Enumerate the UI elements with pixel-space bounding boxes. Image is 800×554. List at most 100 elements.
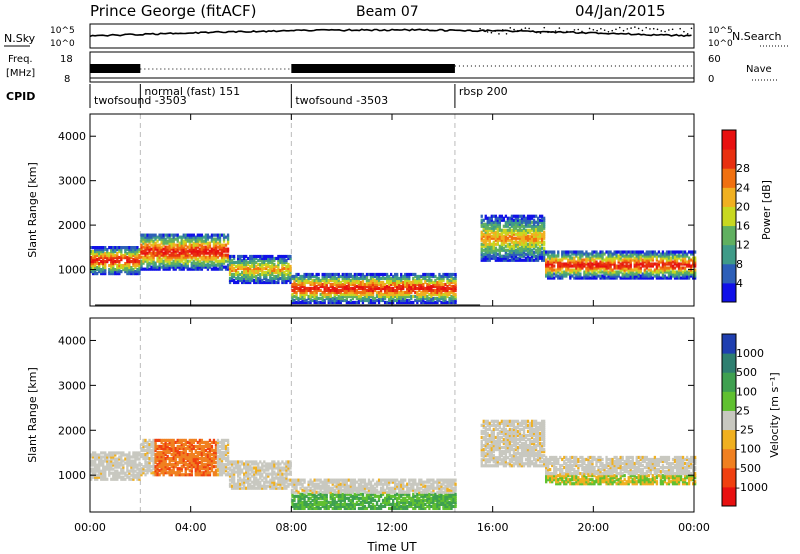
power-cell — [343, 286, 346, 291]
velocity-cell — [154, 446, 157, 451]
power-cell — [516, 224, 520, 228]
freq-unit-label: [MHz] — [6, 68, 35, 79]
power-cell — [104, 268, 107, 272]
power-cell — [450, 300, 453, 305]
power-cell — [361, 286, 365, 291]
power-cell — [661, 264, 665, 268]
power-cell — [524, 256, 528, 260]
power-cell — [480, 232, 483, 236]
power-cell — [333, 290, 336, 295]
power-cell — [98, 262, 101, 266]
power-cell — [116, 266, 119, 270]
power-cell — [420, 300, 423, 305]
velocity-cell — [120, 453, 123, 457]
power-cell — [355, 276, 359, 281]
power-cell — [605, 266, 608, 270]
velocity-cell — [112, 457, 115, 461]
power-cell — [434, 284, 437, 289]
power-cell — [400, 276, 403, 281]
power-cell — [200, 263, 204, 267]
power-cell — [128, 252, 131, 256]
velocity-cell — [265, 472, 268, 476]
power-cell — [536, 256, 540, 260]
velocity-cell — [118, 455, 121, 459]
power-cell — [224, 249, 228, 253]
power-cell — [96, 248, 99, 252]
power-cell — [689, 258, 693, 262]
power-cell — [510, 254, 514, 258]
power-cell — [92, 266, 95, 270]
power-cell — [655, 276, 659, 280]
power-cell — [516, 250, 520, 254]
power-cell — [665, 276, 669, 280]
power-cell — [241, 280, 244, 285]
power-cell — [639, 276, 642, 280]
power-cell — [357, 300, 361, 305]
velocity-cell — [206, 454, 210, 459]
power-cell — [454, 298, 457, 303]
velocity-cell — [259, 480, 262, 484]
power-cell — [263, 274, 266, 279]
power-cell — [440, 286, 443, 291]
power-cell — [536, 228, 540, 232]
power-cell — [142, 251, 145, 255]
velocity-cell — [180, 461, 183, 465]
velocity-cell — [180, 438, 183, 443]
velocity-cell — [160, 469, 163, 473]
power-cell — [369, 292, 373, 297]
power-cell — [555, 270, 558, 274]
power-cell — [512, 252, 516, 256]
velocity-cell — [174, 461, 177, 465]
velocity-cell — [142, 438, 145, 443]
power-cell — [102, 270, 105, 274]
power-cell — [238, 276, 242, 281]
power-cell — [275, 268, 278, 273]
power-cell — [593, 276, 596, 280]
velocity-cell — [216, 467, 220, 471]
power-cell — [494, 220, 497, 224]
power-cell — [341, 284, 344, 289]
power-cell — [164, 267, 167, 271]
power-cell — [440, 300, 443, 305]
power-cell — [359, 286, 363, 291]
power-cell — [601, 276, 604, 280]
power-cell — [392, 274, 395, 279]
power-cell — [323, 294, 326, 299]
power-cell — [337, 290, 340, 295]
power-cell — [691, 260, 695, 264]
power-cell — [188, 247, 191, 251]
power-cell — [653, 268, 657, 272]
power-cell — [241, 276, 244, 281]
power-cell — [504, 234, 508, 238]
power-cell — [347, 286, 351, 291]
power-cell — [373, 298, 377, 303]
power-cell — [349, 300, 353, 305]
power-cell — [661, 266, 665, 270]
power-cell — [659, 256, 663, 260]
power-cell — [450, 276, 453, 281]
power-cell — [683, 262, 687, 266]
power-cell — [305, 272, 308, 277]
power-cell — [321, 272, 324, 277]
power-cell — [156, 265, 159, 269]
power-cell — [128, 272, 131, 276]
power-cell — [333, 294, 336, 299]
velocity-cell — [238, 482, 242, 486]
power-cell — [549, 260, 552, 264]
power-cell — [412, 272, 415, 277]
power-cell — [224, 235, 228, 239]
velocity-cell — [255, 460, 258, 464]
power-cell — [124, 268, 127, 272]
power-cell — [512, 250, 516, 254]
power-cell — [530, 250, 534, 254]
power-cell — [301, 276, 304, 281]
power-cell — [446, 272, 449, 277]
velocity-cell — [126, 459, 129, 463]
power-cell — [247, 256, 250, 261]
power-cell — [337, 276, 340, 281]
power-cell — [621, 262, 624, 266]
power-cell — [146, 261, 149, 265]
power-cell — [146, 247, 149, 251]
power-cell — [317, 300, 320, 305]
power-cell — [347, 276, 351, 281]
